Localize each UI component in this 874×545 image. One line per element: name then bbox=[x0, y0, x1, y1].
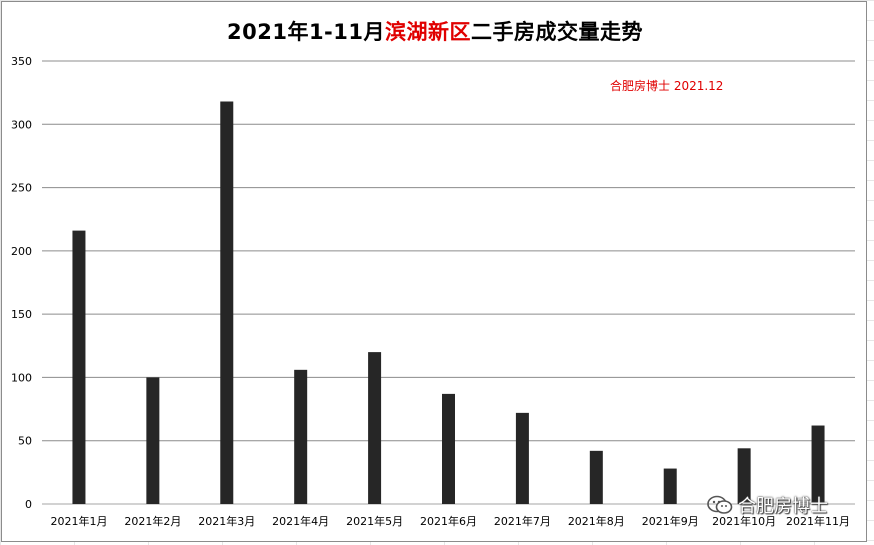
bar bbox=[811, 425, 825, 504]
x-tick-label: 2021年5月 bbox=[346, 514, 403, 528]
title-highlight: 滨湖新区 bbox=[385, 20, 471, 44]
x-tick-label: 2021年3月 bbox=[198, 514, 255, 528]
title-suffix: 二手房成交量走势 bbox=[471, 20, 643, 44]
bar bbox=[294, 369, 308, 504]
bar bbox=[663, 468, 677, 504]
x-tick-label: 2021年1月 bbox=[50, 514, 107, 528]
bar bbox=[220, 101, 234, 504]
bar bbox=[442, 393, 455, 504]
bar bbox=[72, 230, 86, 504]
bar bbox=[515, 412, 529, 504]
x-tick-label: 2021年11月 bbox=[786, 514, 850, 528]
y-tick-label: 350 bbox=[11, 55, 32, 68]
y-tick-label: 300 bbox=[11, 118, 32, 131]
x-tick-label: 2021年10月 bbox=[712, 514, 776, 528]
watermark: 合肥房博士 bbox=[706, 492, 828, 518]
chart-title: 2021年1-11月滨湖新区二手房成交量走势 bbox=[2, 16, 868, 46]
bar bbox=[368, 352, 382, 504]
chart-annotation: 合肥房博士 2021.12 bbox=[610, 79, 724, 93]
y-tick-label: 50 bbox=[18, 435, 32, 448]
y-tick-label: 100 bbox=[11, 371, 32, 384]
bar bbox=[589, 450, 603, 504]
watermark-text: 合肥房博士 bbox=[738, 496, 828, 517]
y-tick-label: 150 bbox=[11, 308, 32, 321]
x-tick-label: 2021年6月 bbox=[420, 514, 477, 528]
bar bbox=[146, 377, 160, 504]
x-tick-label: 2021年4月 bbox=[272, 514, 329, 528]
x-tick-label: 2021年9月 bbox=[642, 514, 699, 528]
x-tick-label: 2021年2月 bbox=[124, 514, 181, 528]
y-tick-label: 200 bbox=[11, 245, 32, 258]
wechat-icon bbox=[707, 495, 733, 514]
y-tick-label: 0 bbox=[25, 498, 32, 511]
bar bbox=[737, 448, 751, 504]
x-tick-label: 2021年7月 bbox=[494, 514, 551, 528]
title-prefix: 2021年1-11月 bbox=[227, 20, 385, 44]
y-tick-label: 250 bbox=[11, 182, 32, 195]
x-tick-label: 2021年8月 bbox=[568, 514, 625, 528]
